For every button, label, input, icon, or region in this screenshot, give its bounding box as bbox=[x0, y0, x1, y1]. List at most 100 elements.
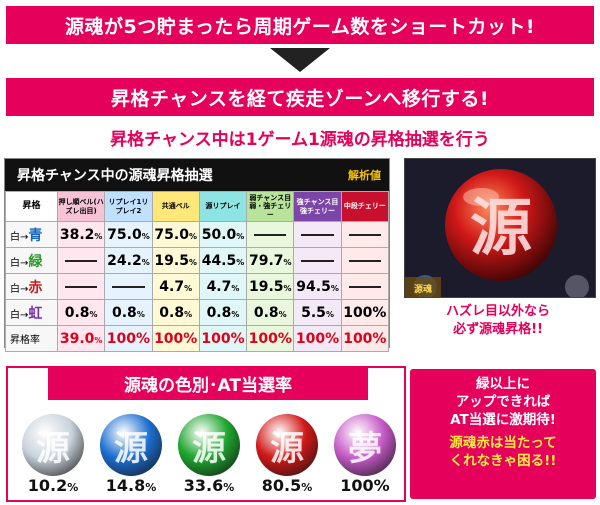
caption-line: 必ず源魂昇格!! bbox=[453, 321, 543, 337]
table-header-row: 昇格 押し順ベル(ハズレ出目) リプレイ1リプレイ2 共通ベル 源リプレイ 弱チ… bbox=[5, 191, 390, 222]
row-label: 白→虹 bbox=[5, 299, 58, 326]
orb-icon: 源 bbox=[178, 414, 240, 476]
callout-line: AT当選に激期待! bbox=[450, 412, 556, 429]
table-cell: 50.0% bbox=[198, 221, 248, 248]
orb-glyph: 源 bbox=[114, 428, 148, 469]
caption-line: ハズレ目以外なら bbox=[445, 304, 550, 319]
orb-rate-panel: 源魂の色別･AT当選率 源 10.2% 源 14.8% 源 33.6% 源 80.5% 夢 100… bbox=[6, 366, 406, 502]
table-cell: 39.0% bbox=[56, 325, 106, 352]
table-cell: 0.8% bbox=[198, 299, 248, 326]
table-cell bbox=[56, 247, 106, 274]
table-cell bbox=[340, 247, 390, 274]
orb-rate: 33.6% bbox=[169, 476, 249, 495]
orb-rate-value: 33.6 bbox=[183, 476, 224, 495]
banner-second: 昇格チャンスを経て疾走ゾーンへ移行する! bbox=[6, 78, 594, 116]
table-cell: 19.5% bbox=[151, 247, 200, 274]
table-row: 白→緑 24.2% 19.5% 44.5% 79.7% bbox=[5, 247, 390, 274]
table-cell: 44.5% bbox=[198, 247, 248, 274]
table-cell: 4.7% bbox=[151, 273, 200, 300]
orb-icon: 源 bbox=[256, 414, 318, 476]
orb-rate: 100% bbox=[325, 476, 405, 495]
col-header: リプレイ1リプレイ2 bbox=[104, 191, 153, 222]
table-cell bbox=[293, 247, 342, 274]
table-cell: 0.8% bbox=[56, 299, 106, 326]
down-arrow-icon bbox=[270, 48, 330, 72]
table-cell: 24.2% bbox=[104, 247, 153, 274]
table-cell bbox=[56, 273, 106, 300]
table-note: 解析値 bbox=[348, 169, 381, 182]
col-header: 弱チャンス目弱・強チェリー bbox=[246, 191, 295, 222]
table-cell: 94.5% bbox=[293, 273, 342, 300]
orb-glyph: 源 bbox=[36, 428, 70, 469]
orb-rate-unit: % bbox=[67, 481, 79, 494]
orb-rate: 10.2% bbox=[13, 476, 93, 495]
callout-line: 緑以上に bbox=[476, 376, 530, 392]
game-screen-image: 源 源魂 bbox=[404, 158, 596, 298]
callout-yellow-line: くれなきゃ困る!! bbox=[449, 452, 557, 469]
table-cell: 38.2% bbox=[56, 221, 106, 248]
table-row: 白→青 38.2% 75.0% 75.0% 50.0% bbox=[5, 221, 390, 248]
table-cell: 0.8% bbox=[151, 299, 200, 326]
table-title: 昇格チャンス中の源魂昇格抽選 解析値 bbox=[5, 159, 389, 191]
table-cell: 100% bbox=[104, 325, 153, 352]
table-cell: 100% bbox=[246, 325, 295, 352]
table-row: 白→虹 0.8% 0.8% 0.8% 0.8% 0.8% 5.5% 100% bbox=[5, 299, 390, 326]
row-label: 白→緑 bbox=[5, 247, 58, 274]
row-label: 昇格率 bbox=[5, 325, 58, 352]
svg-text:源: 源 bbox=[470, 191, 532, 264]
table-cell: 100% bbox=[293, 325, 342, 352]
table-cell: 0.8% bbox=[246, 299, 295, 326]
table-cell bbox=[293, 221, 342, 248]
orb-icon: 夢 bbox=[334, 414, 396, 476]
table-cell: 19.5% bbox=[246, 273, 295, 300]
table-row: 昇格率 39.0% 100% 100% 100% 100% 100% 100% bbox=[5, 325, 390, 352]
table-cell: 5.5% bbox=[293, 299, 342, 326]
col-header: 共通ベル bbox=[151, 191, 200, 222]
promotion-grid: 昇格 押し順ベル(ハズレ出目) リプレイ1リプレイ2 共通ベル 源リプレイ 弱チ… bbox=[5, 191, 390, 352]
orb-glyph: 源 bbox=[270, 428, 304, 469]
orb-icon: 源 bbox=[100, 414, 162, 476]
table-cell: 75.0% bbox=[104, 221, 153, 248]
orb-rate-unit: % bbox=[223, 481, 235, 494]
table-cell bbox=[246, 221, 295, 248]
orb-rate-unit: % bbox=[145, 481, 157, 494]
orb-panel-title: 源魂の色別･AT当選率 bbox=[48, 366, 368, 400]
table-cell: 75.0% bbox=[151, 221, 200, 248]
col-header: 中段チェリー bbox=[340, 191, 390, 222]
callout-box: 緑以上に アップできれば AT当選に激期待! 源魂赤は当たって くれなきゃ困る!… bbox=[410, 369, 596, 499]
table-cell: 100% bbox=[198, 325, 248, 352]
orb-rate-unit: % bbox=[301, 481, 313, 494]
table-cell: 100% bbox=[340, 299, 390, 326]
screen-caption: ハズレ目以外なら 必ず源魂昇格!! bbox=[398, 303, 598, 338]
orb-rate-value: 10.2 bbox=[27, 476, 68, 495]
orb-rate-value: 14.8 bbox=[105, 476, 146, 495]
col-header: 源リプレイ bbox=[198, 191, 248, 222]
table-cell: 100% bbox=[151, 325, 200, 352]
orb-icon: 源 bbox=[22, 414, 84, 476]
promotion-table: 昇格チャンス中の源魂昇格抽選 解析値 昇格 押し順ベル(ハズレ出目) リプレイ1… bbox=[4, 158, 390, 352]
orb-rate: 80.5% bbox=[247, 476, 327, 495]
callout-line: アップできれば bbox=[455, 394, 551, 411]
table-cell bbox=[104, 273, 153, 300]
callout-yellow-line: 源魂赤は当たって bbox=[449, 434, 557, 451]
orb-glyph: 源 bbox=[192, 428, 226, 469]
row-label: 白→青 bbox=[5, 221, 58, 248]
orb-rate: 14.8% bbox=[91, 476, 171, 495]
banner-top: 源魂が5つ貯まったら周期ゲーム数をショートカット! bbox=[6, 6, 594, 44]
table-title-text: 昇格チャンス中の源魂昇格抽選 bbox=[17, 168, 213, 184]
table-cell: 100% bbox=[340, 325, 390, 352]
col-header: 強チャンス目強チェリー bbox=[293, 191, 342, 222]
orb-glyph: 夢 bbox=[348, 428, 382, 469]
table-cell: 0.8% bbox=[104, 299, 153, 326]
section-subheading: 昇格チャンス中は1ゲーム1源魂の昇格抽選を行う bbox=[110, 130, 490, 150]
table-cell: 79.7% bbox=[246, 247, 295, 274]
red-orb-illustration: 源 源魂 bbox=[405, 159, 595, 297]
row-label: 白→赤 bbox=[5, 273, 58, 300]
table-cell bbox=[340, 221, 390, 248]
orb-rate-value: 100% bbox=[340, 476, 390, 495]
table-corner: 昇格 bbox=[5, 191, 58, 222]
svg-text:源魂: 源魂 bbox=[414, 283, 432, 295]
table-row: 白→赤 4.7% 4.7% 19.5% 94.5% bbox=[5, 273, 390, 300]
orb-rate-value: 80.5 bbox=[261, 476, 302, 495]
col-header: 押し順ベル(ハズレ出目) bbox=[56, 191, 106, 222]
